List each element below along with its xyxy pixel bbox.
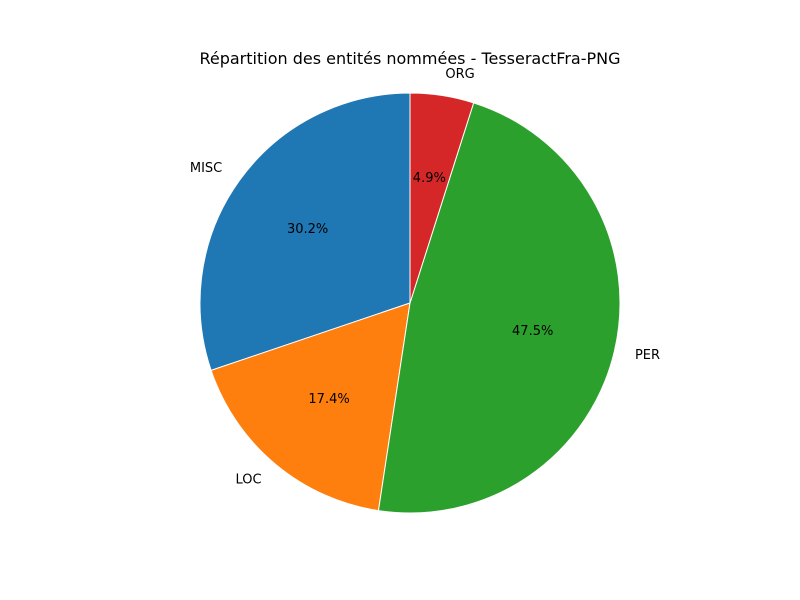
pie-slice-misc (199, 92, 411, 371)
pie-slice-per (377, 102, 621, 514)
pie-slice-loc (210, 302, 411, 512)
slice-label-org: ORG (445, 67, 474, 82)
slice-percent-loc: 17.4% (308, 392, 349, 407)
pie-slice-org (409, 92, 475, 304)
slice-label-per: PER (635, 348, 660, 363)
slice-label-loc: LOC (236, 473, 262, 488)
pie-wedges (199, 92, 621, 514)
slice-percent-per: 47.5% (512, 324, 553, 339)
slice-percent-org: 4.9% (413, 171, 446, 186)
slice-percent-misc: 30.2% (287, 222, 328, 237)
slice-label-misc: MISC (190, 161, 222, 176)
chart-title: Répartition des entités nommées - Tesser… (199, 49, 620, 68)
pie-labels: MISC 30.2% LOC 17.4% PER 47.5% ORG 4.9% (190, 67, 660, 487)
